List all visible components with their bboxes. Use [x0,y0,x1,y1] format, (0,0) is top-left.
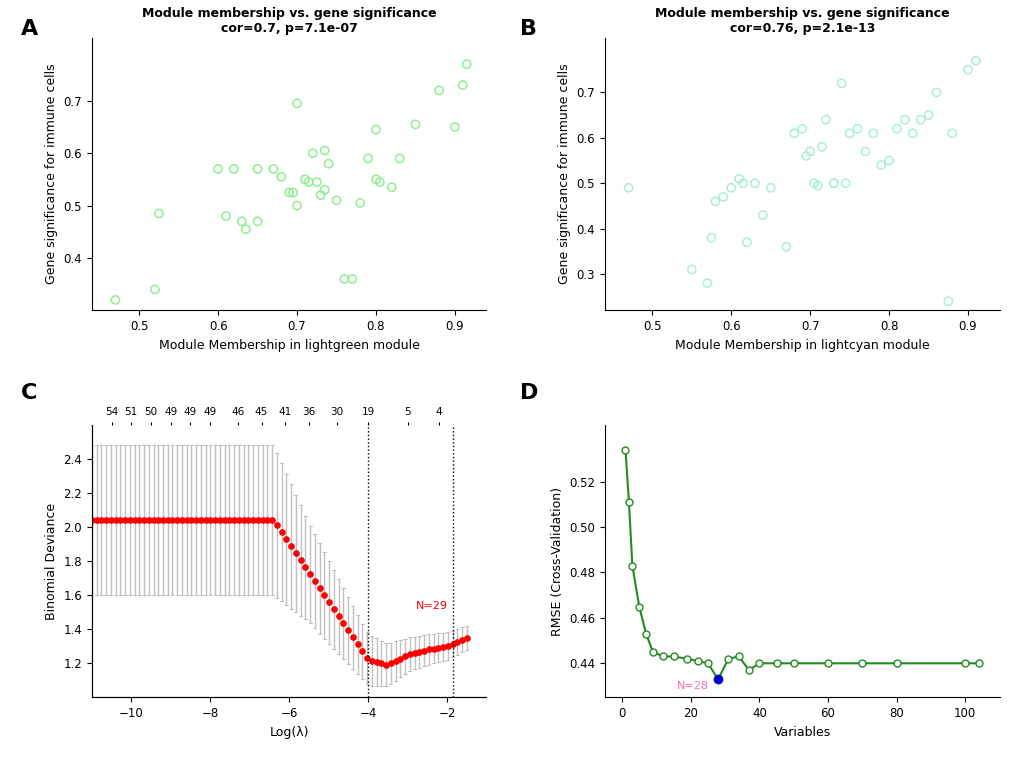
Point [833,77,849,89]
X-axis label: Log(λ): Log(λ) [269,725,309,738]
Point [620,182,636,194]
Point [431,84,447,96]
Point [888,123,904,135]
Y-axis label: Gene significance for immune cells: Gene significance for immune cells [557,64,571,284]
Point [297,174,313,186]
Point [320,158,336,170]
Point [407,118,423,130]
Point [967,55,983,67]
Point [288,199,305,211]
Point [731,173,747,185]
Point [841,127,857,139]
Point [237,223,254,235]
Point [940,296,956,308]
Point [904,127,920,139]
Text: D: D [520,383,538,402]
Point [343,273,360,285]
Y-axis label: RMSE (Cross-Validation): RMSE (Cross-Validation) [550,487,562,636]
Point [147,283,163,296]
Text: N=28: N=28 [677,681,708,691]
Point [699,277,715,290]
Point [872,159,889,171]
Point [107,294,123,306]
Point [233,215,250,227]
Point [762,182,779,194]
Point [703,232,719,244]
Point [746,177,762,190]
Point [880,155,897,167]
Point [273,171,289,183]
Point [368,174,384,186]
Point [284,186,301,199]
Point [328,194,344,206]
Point [849,123,865,135]
Point [777,241,794,253]
Point [959,64,975,76]
Point [824,177,841,190]
Point [813,141,829,153]
Point [151,208,167,220]
Point [454,79,471,91]
Text: A: A [20,19,38,39]
Point [944,127,960,139]
Y-axis label: Binomial Deviance: Binomial Deviance [45,503,58,620]
Point [786,127,802,139]
Point [754,209,770,221]
Point [738,236,754,249]
Point [352,197,368,209]
Text: B: B [520,19,537,39]
Point [336,273,353,285]
Point [797,150,813,162]
X-axis label: Module Membership in lightgreen module: Module Membership in lightgreen module [159,339,419,352]
Point [856,146,872,158]
Point [805,177,821,190]
Point [837,177,853,190]
Point [912,114,928,126]
Point [919,109,935,121]
Point [312,189,328,201]
Point [383,181,399,193]
Y-axis label: Gene significance for immune cells: Gene significance for immune cells [45,64,58,284]
Point [706,196,722,208]
Point [250,215,266,227]
Point [288,97,305,109]
Point [218,210,234,222]
Point [225,163,242,175]
X-axis label: Variables: Variables [772,725,830,738]
Point [864,127,880,139]
Point [316,145,332,157]
Point [714,191,731,203]
Point [309,176,325,188]
Point [459,58,475,70]
Point [794,123,810,135]
Title: Module membership vs. gene significance
cor=0.76, p=2.1e-13: Module membership vs. gene significance … [654,8,949,36]
Point [801,146,817,158]
Point [301,176,317,188]
X-axis label: Module Membership in lightcyan module: Module Membership in lightcyan module [675,339,928,352]
Point [722,182,739,194]
Text: N=29: N=29 [415,601,447,611]
Point [368,124,384,136]
Point [280,186,297,199]
Point [927,86,944,99]
Point [210,163,226,175]
Point [824,177,841,190]
Point [265,163,281,175]
Point [683,264,699,276]
Point [809,180,825,192]
Point [316,183,332,196]
Text: C: C [20,383,37,402]
Point [360,152,376,164]
Point [391,152,408,164]
Point [305,147,321,159]
Point [446,121,463,133]
Title: Module membership vs. gene significance
cor=0.7, p=7.1e-07: Module membership vs. gene significance … [142,8,436,36]
Point [896,114,912,126]
Point [734,177,750,190]
Point [371,176,387,188]
Point [817,114,834,126]
Point [250,163,266,175]
